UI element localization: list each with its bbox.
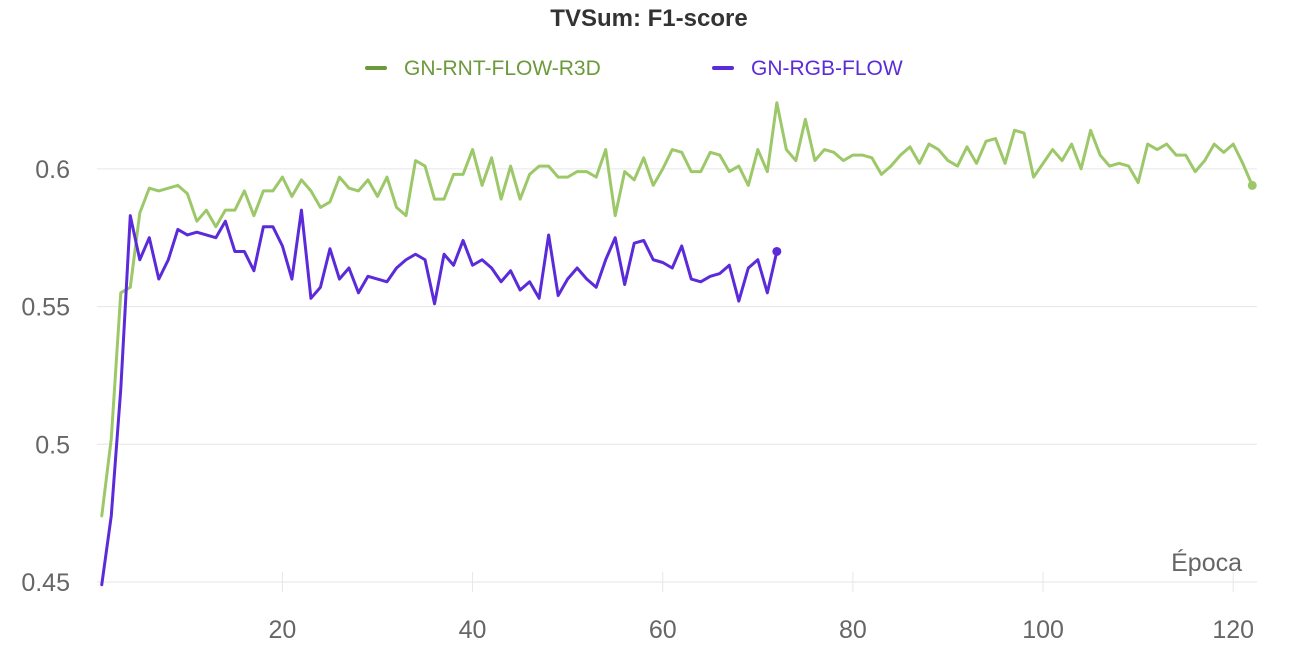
plot-series <box>100 101 1257 587</box>
x-axis-ticks: 20 40 60 80 100 120 <box>269 616 1255 644</box>
x-tick-label: 100 <box>1022 616 1064 644</box>
series-end-marker-gn-rnt-flow-r3d <box>1247 180 1257 190</box>
x-tick-label: 20 <box>269 616 297 644</box>
x-tick-label: 80 <box>839 616 867 644</box>
legend-item-gn-rgb-flow[interactable]: GN-RGB-FLOW <box>712 57 903 80</box>
x-axis-title: Época <box>1171 548 1242 577</box>
x-tick-label: 120 <box>1212 616 1254 644</box>
legend: GN-RNT-FLOW-R3D GN-RGB-FLOW <box>365 57 903 80</box>
series-end-marker-gn-rgb-flow <box>772 246 782 256</box>
x-tick-label: 60 <box>649 616 677 644</box>
y-tick-label: 0.5 <box>35 431 70 459</box>
y-tick-label: 0.45 <box>21 569 70 597</box>
series-line-gn-rnt-flow-r3d <box>100 101 1254 518</box>
chart-title: TVSum: F1-score <box>550 5 747 32</box>
legend-label-gn-rgb-flow: GN-RGB-FLOW <box>751 57 903 80</box>
x-tick-label: 40 <box>459 616 487 644</box>
y-tick-label: 0.6 <box>35 156 70 184</box>
grid-lines <box>97 168 1257 592</box>
y-axis-ticks: 0.45 0.5 0.55 0.6 <box>21 156 70 597</box>
series-line-gn-rgb-flow <box>100 208 779 587</box>
y-tick-label: 0.55 <box>21 294 70 322</box>
legend-label-gn-rnt-flow-r3d: GN-RNT-FLOW-R3D <box>404 57 601 80</box>
legend-item-gn-rnt-flow-r3d[interactable]: GN-RNT-FLOW-R3D <box>365 57 601 80</box>
